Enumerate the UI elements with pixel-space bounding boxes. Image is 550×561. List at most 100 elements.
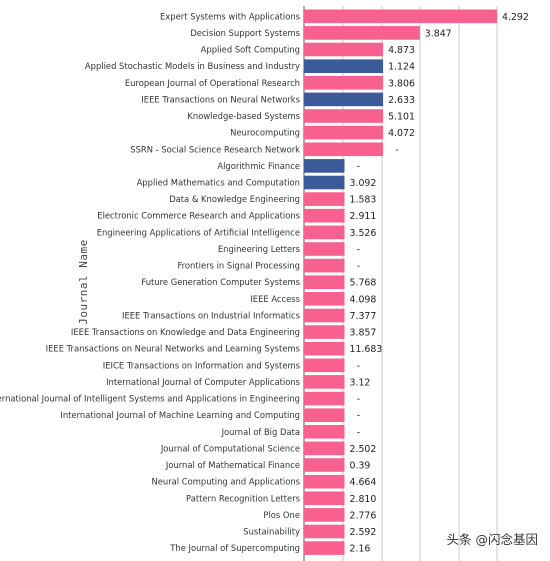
category-label: Sustainability	[243, 527, 300, 537]
value-label: 1.124	[388, 62, 415, 73]
bar	[304, 76, 384, 90]
bar	[304, 142, 384, 157]
category-label: Engineering Applications of Artificial I…	[97, 227, 300, 237]
value-label: -	[357, 261, 360, 272]
value-label: 3.12	[350, 377, 371, 388]
category-label: Plos One	[263, 510, 300, 520]
value-label: 2.16	[350, 544, 371, 555]
value-label: 1.583	[350, 195, 377, 206]
category-label: Algorithmic Finance	[217, 161, 300, 171]
value-label: 5.101	[388, 112, 415, 123]
category-label: Engineering Letters	[218, 244, 300, 254]
value-label: 7.377	[350, 311, 377, 322]
bar	[304, 292, 345, 306]
bar	[304, 341, 345, 356]
value-label: 3.092	[350, 178, 377, 189]
bar	[304, 508, 345, 522]
category-label: Applied Stochastic Models in Business an…	[85, 61, 300, 71]
bar	[304, 275, 345, 289]
value-label: -	[357, 245, 360, 256]
value-label: 3.806	[388, 78, 415, 89]
category-label: The Journal of Supercomputing	[169, 543, 300, 553]
bar	[304, 175, 345, 190]
category-label: IEICE Transactions on Information and Sy…	[103, 360, 300, 370]
bar	[304, 242, 345, 256]
category-label: Neural Computing and Applications	[151, 477, 300, 487]
value-label: -	[357, 427, 360, 438]
category-label: International Journal of Machine Learnin…	[60, 410, 300, 420]
value-label: 3.847	[425, 28, 452, 39]
bar	[304, 358, 345, 373]
value-label: -	[357, 394, 360, 405]
category-label: IEEE Transactions on Knowledge and Data …	[71, 327, 300, 337]
bar	[304, 325, 345, 339]
value-label: 3.857	[350, 328, 377, 339]
category-label: Applied Mathematics and Computation	[137, 178, 300, 188]
value-label: -	[357, 411, 360, 422]
bar	[304, 125, 384, 140]
category-label: SSRN - Social Science Research Network	[130, 144, 300, 154]
watermark: 头条 @闪念基因	[446, 532, 538, 547]
category-label: International Journal of Computer Applic…	[106, 377, 300, 387]
category-label: Pattern Recognition Letters	[186, 493, 300, 503]
value-label: -	[395, 145, 398, 156]
category-label: Future Generation Computer Systems	[141, 277, 300, 287]
value-label: 4.873	[388, 45, 415, 56]
bar	[304, 491, 345, 506]
value-label: 0.39	[350, 461, 371, 472]
category-label: Journal of Big Data	[221, 427, 300, 437]
category-label: IEEE Access	[250, 294, 300, 304]
bar	[304, 474, 345, 489]
value-label: 2.776	[350, 510, 377, 521]
bar	[304, 92, 384, 107]
y-axis-label: Journal Name	[77, 239, 90, 324]
value-label: 2.592	[350, 527, 377, 538]
bar	[304, 408, 345, 422]
bar	[304, 59, 384, 73]
bar	[304, 425, 345, 439]
value-label: 4.664	[350, 477, 377, 488]
category-label: Expert Systems with Applications	[160, 11, 300, 21]
bar	[304, 308, 345, 323]
bar	[304, 192, 345, 206]
bar	[304, 208, 345, 223]
bar	[304, 159, 345, 173]
value-label: -	[357, 361, 360, 372]
category-labels: Expert Systems with Applications Decision…	[0, 11, 300, 553]
bar	[304, 524, 345, 539]
value-label: 2.911	[350, 211, 377, 222]
category-label: Neurocomputing	[230, 128, 300, 138]
category-label: Knowledge-based Systems	[187, 111, 300, 121]
category-label: Electronic Commerce Research and Applica…	[97, 211, 300, 221]
value-label: 5.768	[350, 278, 377, 289]
bar	[304, 26, 420, 40]
category-label: European Journal of Operational Research	[125, 78, 300, 88]
bar	[304, 109, 384, 123]
category-label: Data & Knowledge Engineering	[169, 194, 300, 204]
value-label: 4.292	[502, 12, 529, 23]
value-label: -	[357, 161, 360, 172]
value-labels: 4.292 3.847 4.873 1.124 3.806 2.633 5.101 4.072…	[350, 12, 529, 555]
category-label: IEEE Transactions on Neural Networks	[141, 94, 300, 104]
bar	[304, 9, 497, 24]
category-label: IEEE Transactions on Industrial Informat…	[122, 311, 300, 321]
value-label: 2.633	[388, 95, 415, 106]
bar	[304, 441, 345, 456]
category-label: IEEE Transactions on Neural Networks and…	[46, 344, 300, 354]
bar	[304, 225, 345, 240]
value-label: 11.683	[350, 344, 383, 355]
category-label: Journal of Mathematical Finance	[165, 460, 300, 470]
category-label: Applied Soft Computing	[201, 45, 300, 55]
value-label: 4.098	[350, 294, 377, 305]
value-label: 3.526	[350, 228, 377, 239]
bar	[304, 42, 384, 57]
category-label: International Journal of Intelligent Sys…	[0, 394, 300, 404]
category-label: Frontiers in Signal Processing	[177, 261, 300, 271]
bar	[304, 541, 345, 555]
bars-group	[304, 9, 497, 555]
value-label: 2.810	[350, 494, 377, 505]
bar	[304, 375, 345, 389]
category-label: Journal of Computational Science	[160, 443, 300, 453]
value-label: 4.072	[388, 128, 415, 139]
bar	[304, 258, 345, 273]
